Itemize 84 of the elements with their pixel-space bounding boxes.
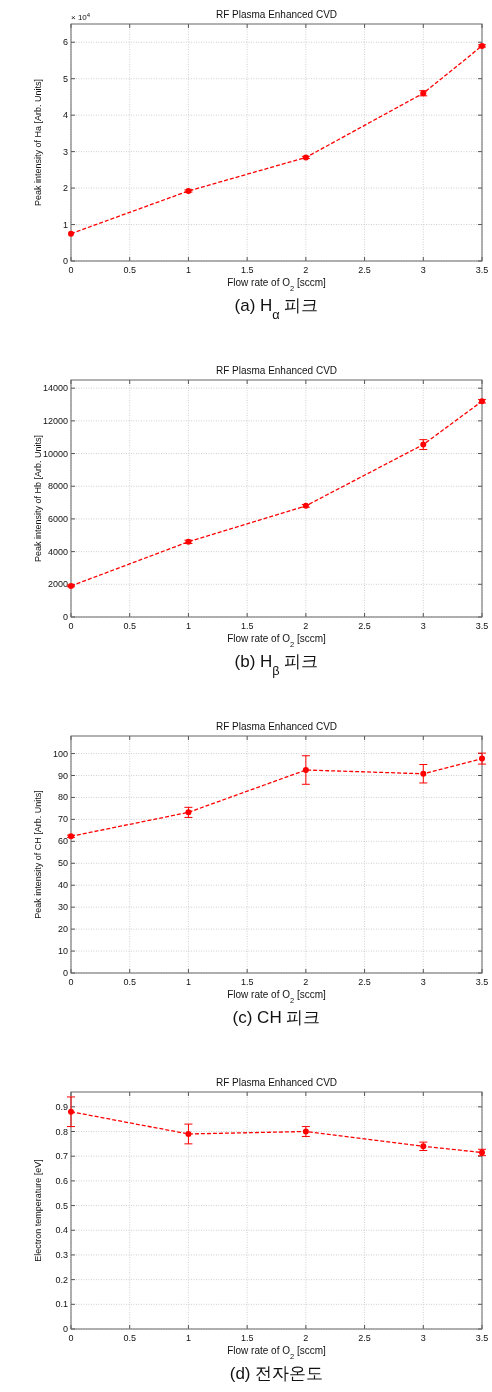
x-axis-title: Flow rate of O$_{2}$ [sccm]	[227, 633, 327, 649]
point	[420, 770, 427, 777]
y-tick-label: 90	[57, 770, 68, 781]
x-tick-label: 2.5	[358, 977, 371, 987]
y-tick-label: 6	[62, 37, 68, 48]
y-tick-label: 0.5	[55, 1200, 68, 1211]
y-tick-label: 6000	[47, 513, 68, 524]
y-tick-label: 100	[52, 748, 68, 759]
y-tick-label: 70	[57, 814, 68, 825]
x-tick-label: 0.5	[123, 977, 136, 987]
point	[302, 767, 309, 774]
y-tick-label: 12000	[42, 415, 68, 426]
y-tick-label: 0.7	[55, 1151, 68, 1162]
y-tick-label: 0.1	[55, 1299, 68, 1310]
chart-title: RF Plasma Enhanced CVD	[215, 9, 338, 20]
y-tick-label: 4000	[47, 546, 68, 557]
y-tick-label: 80	[57, 792, 68, 803]
x-tick-label: 1	[185, 265, 191, 275]
y-tick-label: 1	[62, 219, 68, 230]
y-tick-label: 10	[57, 946, 68, 957]
y-tick-label: 0.8	[55, 1126, 68, 1137]
y-tick-label: 0.6	[55, 1175, 68, 1186]
x-tick-label: 2.5	[358, 621, 371, 631]
y-tick-label: 0	[62, 256, 68, 266]
x-tick-label: 0.5	[123, 1333, 136, 1343]
x-tick-label: 2	[303, 977, 309, 987]
y-tick-label: 4	[62, 110, 68, 121]
x-tick-label: 2.5	[358, 265, 371, 275]
y-tick-label: 0	[62, 612, 68, 622]
x-tick-label: 3.5	[475, 265, 489, 275]
x-tick-label: 1	[185, 1333, 191, 1343]
y-tick-label: 3	[62, 146, 68, 157]
text: (a) H$_{α}$ 피크	[234, 296, 319, 322]
x-tick-label: 3.5	[475, 1333, 489, 1343]
x-tick-label: 3.5	[475, 977, 489, 987]
y-tick-label: 2000	[47, 579, 68, 590]
x-axis-title: Flow rate of O$_{2}$ [sccm]	[227, 989, 327, 1005]
y-tick-label: 14000	[42, 383, 68, 394]
y-tick-label: 40	[57, 880, 68, 891]
x-tick-label: 1.5	[240, 621, 254, 631]
x-tick-label: 3	[420, 265, 426, 275]
point	[68, 230, 74, 237]
x-tick-label: 1	[185, 977, 191, 987]
x-tick-label: 1.5	[240, 1333, 254, 1343]
x-tick-label: 2	[303, 1333, 309, 1343]
y-tick-label: 8000	[47, 481, 68, 492]
x-tick-label: 1	[185, 621, 191, 631]
x-tick-label: 2	[303, 265, 309, 275]
y-axis-title: Peak intensity of Hb [Arb. Units]	[33, 434, 43, 563]
x-tick-label: 3	[420, 977, 426, 987]
y-tick-label: 0	[62, 1324, 68, 1334]
chart-title: RF Plasma Enhanced CVD	[215, 721, 338, 732]
y-tick-label: 0.4	[55, 1225, 68, 1236]
y-tick-label: 5	[62, 73, 68, 84]
y-axis-title: Peak intensity of Ha [Arb. Units]	[33, 78, 43, 207]
y-tick-label: 0.3	[55, 1249, 68, 1260]
text: × 10$^{4}$	[71, 12, 91, 22]
x-tick-label: 3	[420, 1333, 426, 1343]
y-tick-label: 2	[62, 183, 68, 194]
y-axis-title: Electron temperature [eV]	[33, 1159, 43, 1262]
y-tick-label: 10000	[42, 448, 68, 459]
text: (d) 전자온도	[229, 1364, 324, 1383]
x-tick-label: 3.5	[475, 621, 489, 631]
y-tick-label: 0.9	[55, 1101, 68, 1112]
x-tick-label: 1.5	[240, 977, 254, 987]
text: (b) H$_{β}$ 피크	[234, 652, 319, 678]
x-tick-label: 0.5	[123, 265, 136, 275]
chart-title: RF Plasma Enhanced CVD	[215, 1077, 338, 1088]
x-tick-label: 2	[303, 621, 309, 631]
text: (c) CH 피크	[232, 1008, 321, 1027]
x-tick-label: 2.5	[358, 1333, 371, 1343]
y-axis-title: Peak intensity of CH [Arb. Units]	[33, 790, 43, 919]
y-tick-label: 50	[57, 858, 68, 869]
x-tick-label: 1.5	[240, 265, 254, 275]
x-tick-label: 0.5	[123, 621, 136, 631]
y-tick-label: 0	[62, 968, 68, 978]
y-tick-label: 60	[57, 836, 68, 847]
x-tick-label: 3	[420, 621, 426, 631]
y-tick-label: 20	[57, 924, 68, 935]
chart-title: RF Plasma Enhanced CVD	[215, 365, 338, 376]
y-tick-label: 0.2	[55, 1274, 68, 1285]
y-tick-label: 30	[57, 902, 68, 913]
x-axis-title: Flow rate of O$_{2}$ [sccm]	[227, 277, 327, 293]
x-axis-title: Flow rate of O$_{2}$ [sccm]	[227, 1345, 327, 1361]
